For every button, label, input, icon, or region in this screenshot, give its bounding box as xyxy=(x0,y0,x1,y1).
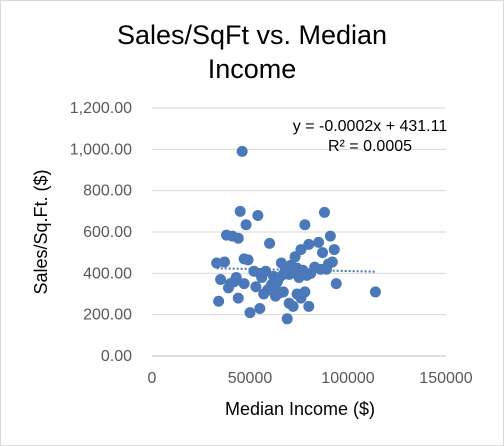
scatter-point xyxy=(219,256,231,268)
scatter-point xyxy=(328,244,340,256)
chart-title: Sales/SqFt vs. Median Income xyxy=(117,20,387,84)
chart-title-line-1: Sales/SqFt vs. Median xyxy=(117,20,387,50)
x-tick-label: 0 xyxy=(148,370,157,387)
scatter-point xyxy=(277,286,289,298)
scatter-point xyxy=(244,307,256,319)
y-tick-label: 1,200.00 xyxy=(70,100,132,117)
y-tick-label: 800.00 xyxy=(83,183,132,200)
scatter-point xyxy=(254,302,266,314)
scatter-point xyxy=(318,206,330,218)
scatter-point xyxy=(232,292,244,304)
x-tick-label: 100000 xyxy=(321,370,374,387)
scatter-point xyxy=(236,145,248,157)
scatter-point xyxy=(238,278,250,290)
scatter-point xyxy=(234,205,246,217)
scatter-point xyxy=(220,229,232,241)
y-tick-label: 400.00 xyxy=(83,265,132,282)
y-axis-title: Sales/Sq.Ft. ($) xyxy=(31,169,51,294)
y-tick-label: 0.00 xyxy=(101,348,132,365)
chart-title-line-2: Income xyxy=(208,54,297,84)
scatter-point xyxy=(289,251,301,263)
scatter-point xyxy=(299,286,311,298)
scatter-point xyxy=(330,278,342,290)
trendline-r-squared: R² = 0.0005 xyxy=(328,138,412,155)
x-axis-title: Median Income ($) xyxy=(225,399,375,419)
x-tick-label: 150000 xyxy=(419,370,472,387)
y-tick-label: 600.00 xyxy=(83,224,132,241)
scatter-point xyxy=(252,209,264,221)
scatter-point xyxy=(215,274,227,286)
scatter-point xyxy=(281,313,293,325)
scatter-point xyxy=(287,300,299,312)
scatter-point xyxy=(238,253,250,265)
scatter-point xyxy=(232,232,244,244)
scatter-point xyxy=(303,300,315,312)
y-tick-label: 1,000.00 xyxy=(70,141,132,158)
gridlines xyxy=(152,107,446,316)
trendline xyxy=(216,267,376,273)
scatter-point xyxy=(240,219,252,231)
data-points xyxy=(211,145,381,325)
scatter-point xyxy=(317,247,329,259)
scatter-point xyxy=(256,271,268,283)
scatter-point xyxy=(299,219,311,231)
scatter-point xyxy=(320,263,332,275)
y-tick-label: 200.00 xyxy=(83,307,132,324)
scatter-point xyxy=(250,281,262,293)
scatter-point xyxy=(283,268,295,280)
trendline-path xyxy=(216,267,376,273)
scatter-point xyxy=(248,265,260,277)
scatter-point xyxy=(264,237,276,249)
x-tick-labels: 0 50000 100000 150000 xyxy=(148,370,473,387)
x-tick-label: 50000 xyxy=(228,370,273,387)
scatter-point xyxy=(369,286,381,298)
scatter-point xyxy=(303,238,315,250)
scatter-point xyxy=(222,282,234,294)
scatter-point xyxy=(264,284,276,296)
y-tick-labels: 0.00 200.00 400.00 600.00 800.00 1,000.00 1,20… xyxy=(70,100,132,365)
scatter-point xyxy=(324,230,336,242)
scatter-point xyxy=(313,236,325,248)
scatter-point xyxy=(213,295,225,307)
trendline-equation: y = -0.0002x + 431.11 xyxy=(293,118,448,135)
